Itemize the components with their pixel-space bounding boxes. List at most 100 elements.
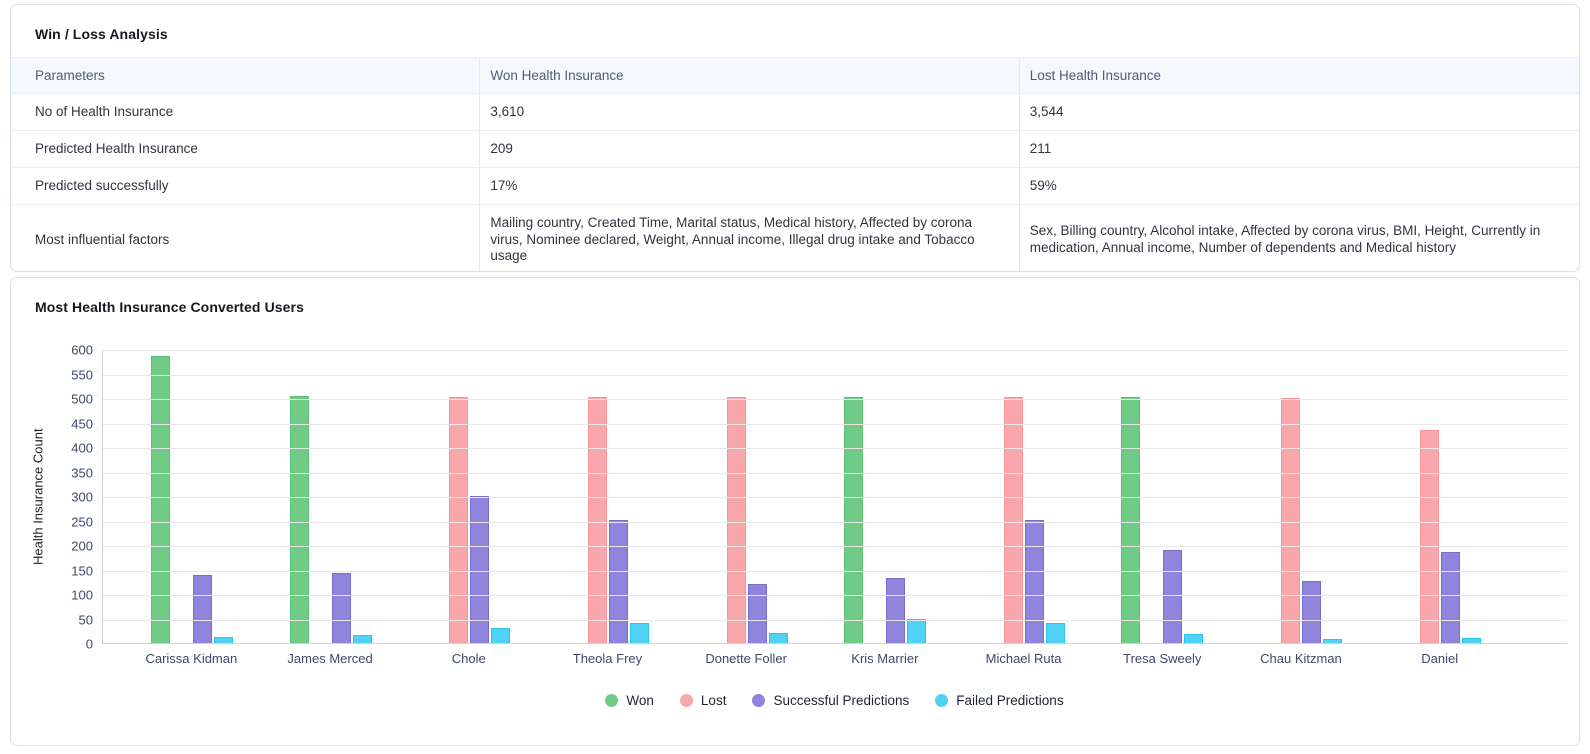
legend-item-successful-predictions[interactable]: Successful Predictions [752, 693, 909, 708]
bar-group [955, 350, 1094, 643]
converted-users-card: Most Health Insurance Converted Users He… [10, 277, 1580, 746]
bar-lost[interactable] [449, 397, 469, 643]
table-row: Predicted successfully 17% 59% [11, 167, 1579, 205]
legend-marker [752, 694, 766, 707]
bar-failed-predictions[interactable] [1461, 638, 1481, 643]
bar-failed-predictions[interactable] [1184, 634, 1204, 643]
table-row: Predicted Health Insurance 209 211 [11, 130, 1579, 168]
y-tick-label: 450 [71, 416, 93, 431]
chart-legend: Won Lost Successful Predictions Failed Pred… [102, 693, 1567, 708]
row-value: Sex, Billing country, Alcohol intake, Af… [1018, 204, 1579, 271]
row-label: No of Health Insurance [11, 93, 480, 131]
column-header-2: Lost Health Insurance [1018, 57, 1579, 94]
legend-item-failed-predictions[interactable]: Failed Predictions [935, 693, 1064, 708]
bar-won[interactable] [1121, 397, 1141, 643]
y-tick-label: 500 [71, 391, 93, 407]
bar-lost[interactable] [1281, 398, 1301, 643]
bar-group [1232, 350, 1371, 643]
bar-failed-predictions[interactable] [214, 637, 234, 643]
bar-successful-predictions[interactable] [1163, 550, 1183, 643]
winloss-title: Win / Loss Analysis [35, 26, 168, 42]
y-tick-label: 0 [85, 636, 93, 652]
row-value: Mailing country, Created Time, Marital s… [479, 204, 1020, 271]
y-tick-label: 600 [71, 342, 93, 358]
y-tick-label: 400 [71, 440, 93, 456]
y-tick-label: 150 [71, 563, 93, 578]
gridline [103, 448, 1567, 449]
bar-failed-predictions[interactable] [907, 619, 927, 643]
bar-group [539, 350, 678, 643]
plot-area [102, 350, 1567, 644]
gridline [103, 497, 1567, 498]
bar-lost[interactable] [726, 397, 746, 643]
bar-lost[interactable] [1419, 430, 1439, 643]
bar-failed-predictions[interactable] [352, 635, 372, 643]
category-label: Tresa Sweely [1123, 651, 1202, 666]
column-header-1: Won Health Insurance [479, 57, 1020, 94]
column-header-0: Parameters [11, 57, 480, 94]
gridline [103, 570, 1567, 572]
row-value: 211 [1018, 130, 1579, 168]
bar-failed-predictions[interactable] [1045, 623, 1065, 643]
gridline [103, 374, 1567, 376]
bar-won[interactable] [844, 397, 864, 643]
legend-item-won[interactable]: Won [605, 693, 654, 708]
bar-group [262, 350, 401, 643]
legend-label: Failed Predictions [956, 693, 1064, 708]
bar-failed-predictions[interactable] [1323, 639, 1343, 643]
table-row: No of Health Insurance 3,610 3,544 [11, 93, 1579, 131]
bar-failed-predictions[interactable] [630, 623, 650, 643]
gridline [103, 595, 1567, 596]
y-tick-label: 550 [71, 367, 93, 382]
legend-label: Lost [700, 693, 727, 708]
bar-successful-predictions[interactable] [609, 520, 629, 643]
gridline [103, 423, 1567, 425]
row-value: 3,544 [1018, 93, 1579, 131]
bar-successful-predictions[interactable] [1024, 520, 1044, 643]
winloss-analysis-card: Win / Loss Analysis Parameters Won Health… [10, 4, 1580, 272]
bar-group [816, 350, 955, 643]
category-label: Michael Ruta [985, 651, 1062, 666]
y-tick-label: 50 [78, 612, 93, 627]
row-label: Predicted Health Insurance [11, 130, 480, 168]
row-label: Predicted successfully [11, 167, 480, 205]
bar-lost[interactable] [1003, 397, 1023, 643]
category-label: Chau Kitzman [1260, 651, 1342, 666]
x-axis: Carissa Kidman James Merced Chole Theola Fr… [102, 651, 1567, 666]
legend-item-lost[interactable]: Lost [679, 693, 727, 708]
category-label: Donette Foller [705, 651, 787, 666]
gridline [103, 472, 1567, 474]
bar-failed-predictions[interactable] [768, 633, 788, 643]
row-value: 59% [1018, 167, 1579, 205]
bar-successful-predictions[interactable] [1440, 552, 1460, 643]
category-label: Theola Frey [572, 651, 643, 666]
gridline [103, 619, 1567, 621]
bar-successful-predictions[interactable] [331, 573, 351, 643]
category-label: Chole [451, 651, 486, 666]
gridline [103, 521, 1567, 523]
y-axis-title: Health Insurance Count [30, 428, 46, 566]
bar-successful-predictions[interactable] [470, 496, 490, 643]
row-value: 3,610 [479, 93, 1020, 131]
table-row: Most influential factors Mailing country,… [11, 204, 1579, 271]
legend-label: Successful Predictions [773, 693, 910, 708]
bar-lost[interactable] [588, 397, 608, 643]
bar-group [400, 350, 539, 643]
bar-successful-predictions[interactable] [886, 578, 906, 643]
legend-label: Won [626, 693, 654, 708]
gridline [103, 546, 1567, 547]
row-label: Most influential factors [35, 231, 170, 247]
winloss-table: Parameters Won Health Insurance Lost Healt… [11, 57, 1579, 271]
y-tick-label: 300 [71, 489, 93, 505]
bar-successful-predictions[interactable] [1302, 581, 1322, 643]
bar-won[interactable] [289, 396, 309, 643]
bar-failed-predictions[interactable] [491, 628, 511, 643]
y-tick-label: 100 [71, 587, 93, 603]
bar-successful-predictions[interactable] [747, 584, 767, 643]
y-tick-label: 250 [71, 514, 93, 529]
legend-marker [935, 694, 949, 707]
y-tick-label: 200 [71, 538, 93, 554]
category-label: Daniel [1421, 651, 1459, 666]
bar-successful-predictions[interactable] [193, 575, 213, 643]
